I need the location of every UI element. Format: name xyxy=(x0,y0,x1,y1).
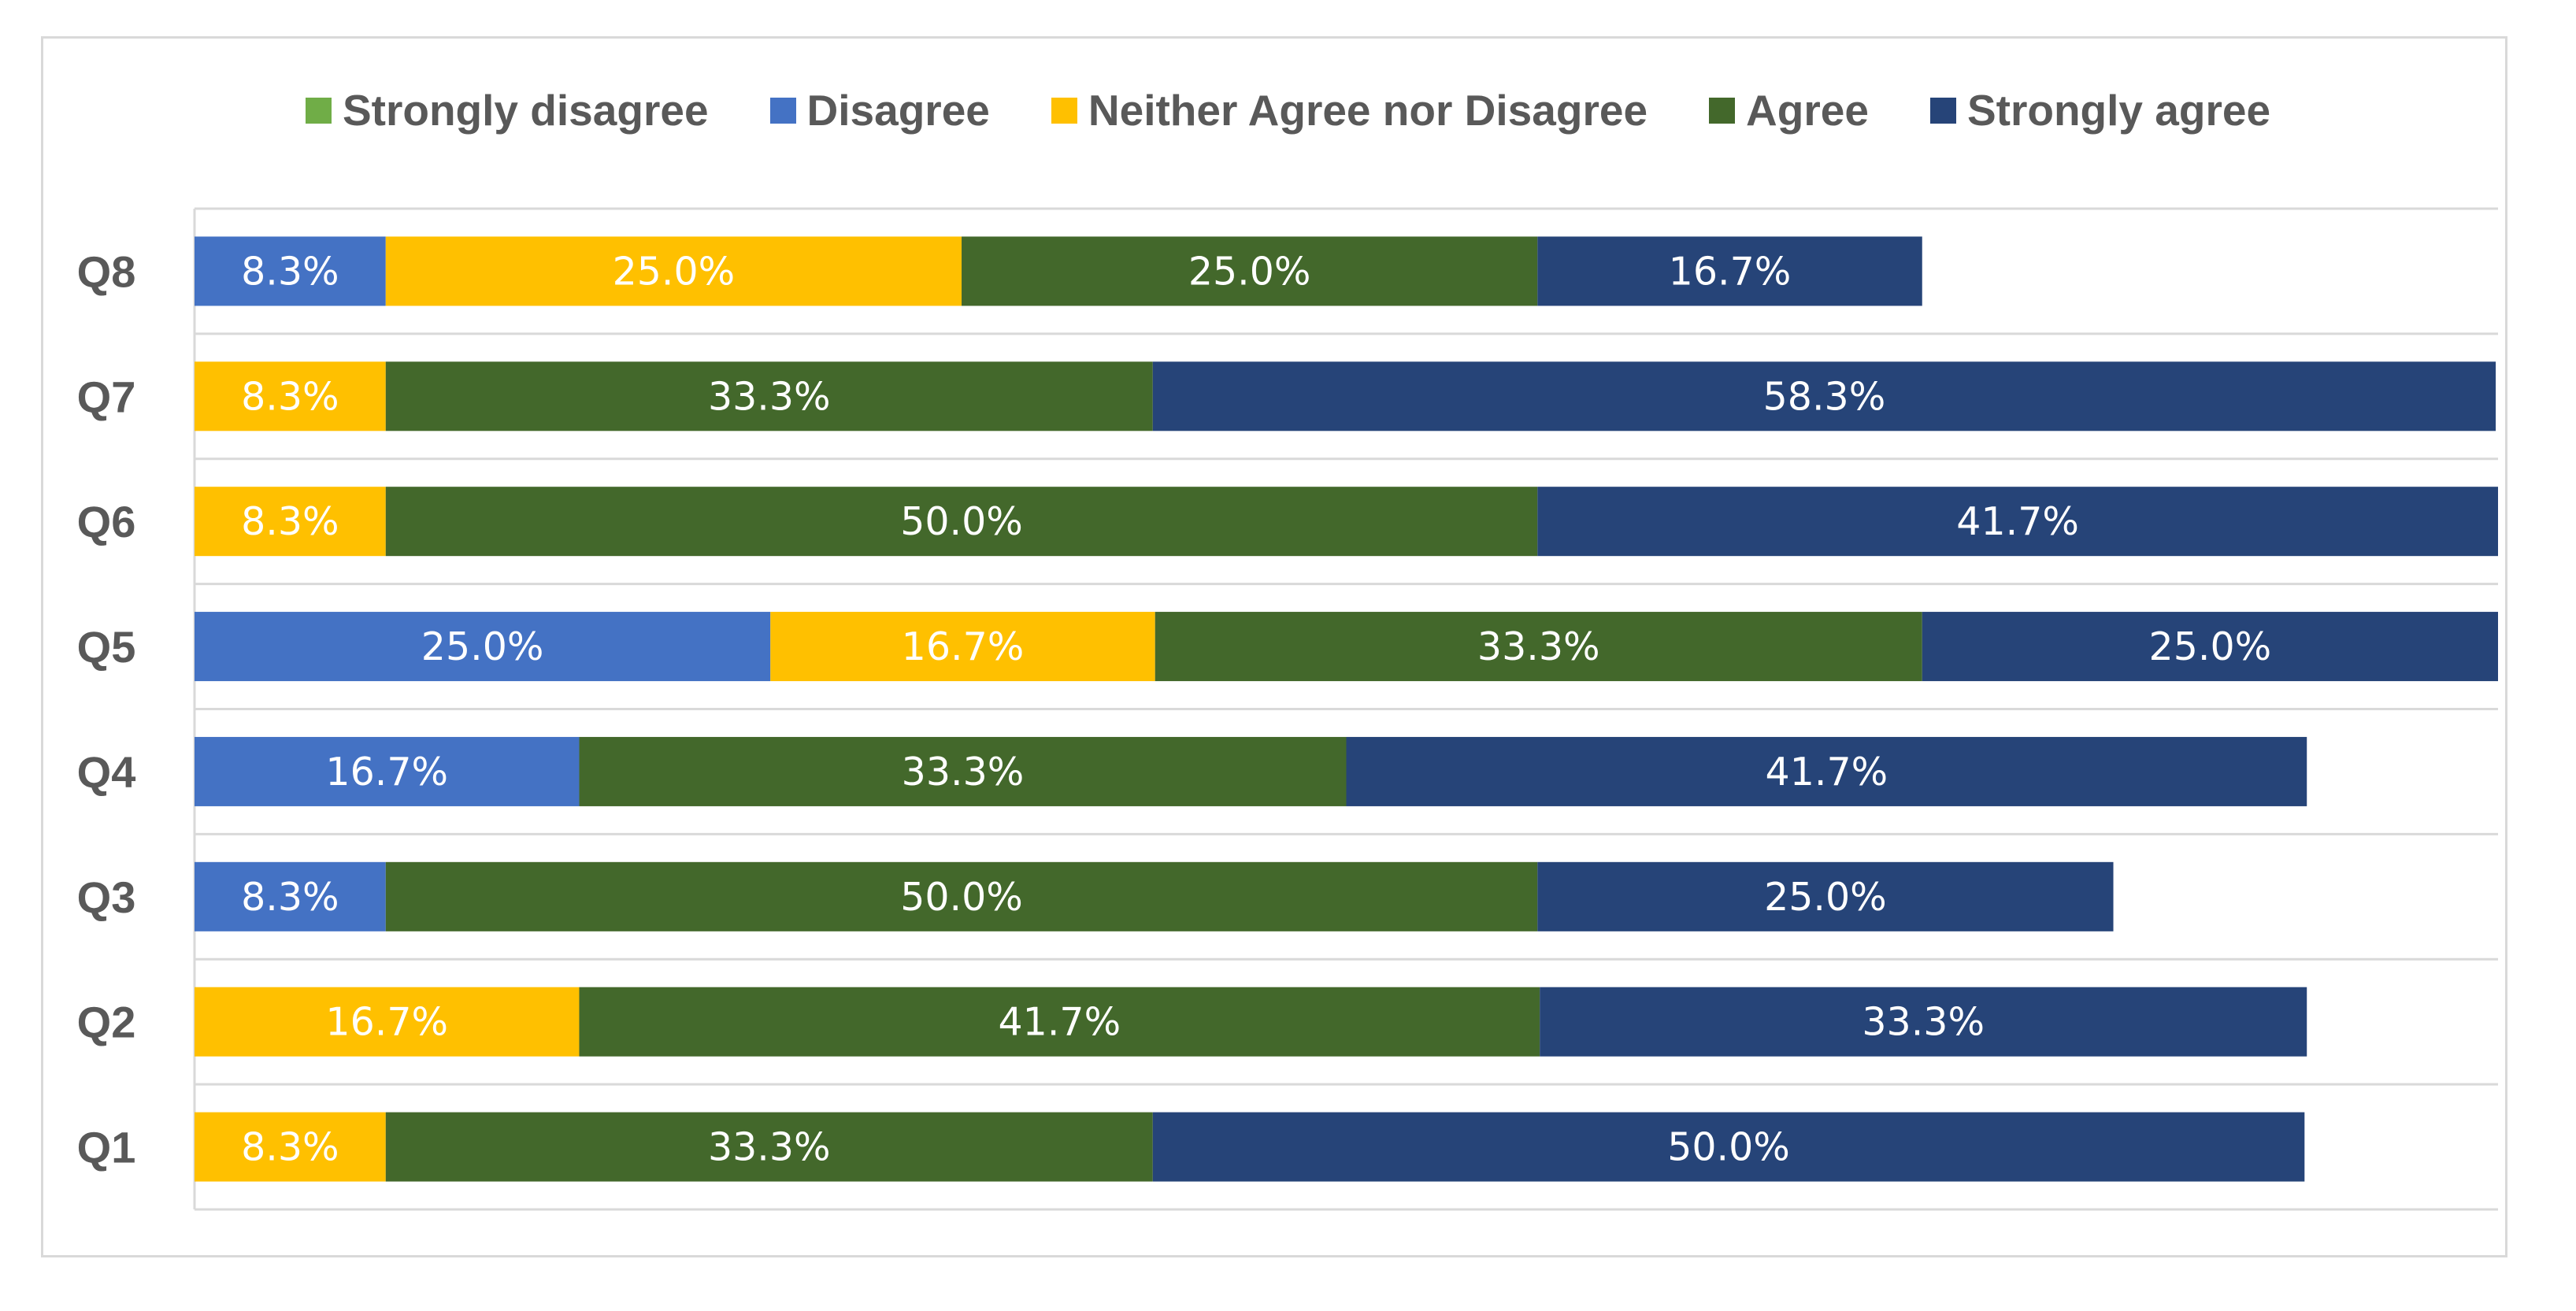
bar-segment xyxy=(1152,1112,2305,1182)
bar-segment xyxy=(195,861,386,931)
category-label: Q3 xyxy=(77,872,136,922)
legend-label: Strongly disagree xyxy=(342,86,709,135)
category-label: Q1 xyxy=(77,1123,136,1172)
bar-segment xyxy=(195,361,386,431)
bar-segment xyxy=(1922,612,2498,682)
category-label: Q2 xyxy=(77,998,136,1047)
legend-swatch xyxy=(305,97,332,124)
data-label: 25.0% xyxy=(1764,875,1887,920)
data-label: 8.3% xyxy=(241,374,339,419)
legend-swatch xyxy=(1709,97,1736,124)
legend-swatch xyxy=(1051,97,1077,124)
bar-segment xyxy=(385,487,1538,557)
data-label: 8.3% xyxy=(241,249,339,294)
data-label: 8.3% xyxy=(241,1125,339,1170)
bar-segment xyxy=(195,612,771,682)
bar-segment xyxy=(1152,361,2496,431)
data-label: 33.3% xyxy=(708,374,831,419)
legend: Strongly disagree Disagree Neither Agree n… xyxy=(0,79,2576,142)
category-label: Q5 xyxy=(77,622,136,672)
data-label: 58.3% xyxy=(1763,374,1886,419)
bar-segment xyxy=(385,361,1153,431)
legend-label: Neither Agree nor Disagree xyxy=(1088,86,1648,135)
data-label: 25.0% xyxy=(2149,624,2272,669)
bar-segment xyxy=(1537,861,2114,931)
category-label: Q7 xyxy=(77,372,136,421)
category-label: Q8 xyxy=(77,246,136,296)
legend-label: Strongly agree xyxy=(1966,86,2271,135)
bar-segment xyxy=(1540,987,2307,1057)
bar-segment xyxy=(1537,487,2498,557)
bar-segment xyxy=(195,987,580,1057)
bar-segment xyxy=(770,612,1155,682)
bar-segment xyxy=(195,236,386,306)
data-label: 16.7% xyxy=(1669,249,1792,294)
legend-label: Agree xyxy=(1746,86,1869,135)
bar-segment xyxy=(195,1112,386,1182)
bar-segment xyxy=(195,736,580,806)
legend-label: Disagree xyxy=(806,86,990,135)
data-label: 16.7% xyxy=(325,750,448,794)
legend-item: Strongly agree xyxy=(1929,85,2271,135)
legend-item: Strongly disagree xyxy=(305,85,709,135)
data-label: 25.0% xyxy=(421,624,544,669)
bar-segment xyxy=(579,987,1540,1057)
bar-segment xyxy=(962,236,1538,306)
data-label: 16.7% xyxy=(325,1000,448,1045)
bar-segment xyxy=(385,1112,1153,1182)
data-label: 8.3% xyxy=(241,499,339,544)
data-label: 50.0% xyxy=(900,875,1023,920)
legend-item: Disagree xyxy=(769,85,990,135)
data-label: 33.3% xyxy=(1862,1000,1985,1045)
category-label: Q6 xyxy=(77,497,136,546)
bar-segment xyxy=(579,736,1347,806)
data-label: 16.7% xyxy=(902,624,1025,669)
bar-segment xyxy=(385,861,1538,931)
data-label: 41.7% xyxy=(999,1000,1121,1045)
bar-segment xyxy=(385,236,962,306)
data-label: 33.3% xyxy=(708,1125,831,1170)
bar-segment xyxy=(1537,236,1922,306)
data-label: 25.0% xyxy=(613,249,736,294)
legend-swatch xyxy=(769,97,796,124)
category-label: Q4 xyxy=(77,747,136,797)
bar-segment xyxy=(1346,736,2307,806)
data-label: 41.7% xyxy=(1766,750,1888,794)
legend-item: Agree xyxy=(1709,85,1869,135)
data-label: 33.3% xyxy=(902,750,1025,794)
data-label: 8.3% xyxy=(241,875,339,920)
data-label: 50.0% xyxy=(900,499,1023,544)
bar-segment xyxy=(1155,612,1922,682)
legend-swatch xyxy=(1929,97,1956,124)
data-label: 50.0% xyxy=(1667,1125,1790,1170)
data-label: 33.3% xyxy=(1477,624,1600,669)
data-label: 41.7% xyxy=(1956,499,2079,544)
legend-item: Neither Agree nor Disagree xyxy=(1051,85,1648,135)
bar-segment xyxy=(195,487,386,557)
data-label: 25.0% xyxy=(1188,249,1311,294)
